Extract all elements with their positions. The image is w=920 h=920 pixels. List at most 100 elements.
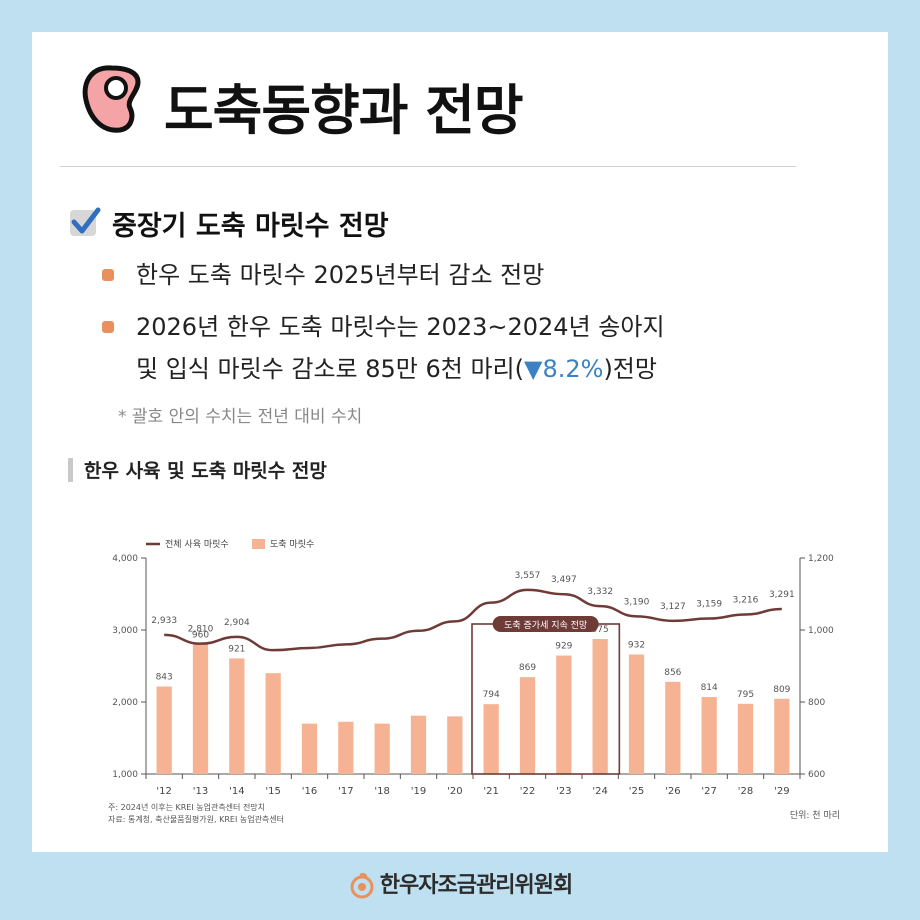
bar-data-label: 794 — [483, 690, 500, 700]
checkbox-icon — [70, 207, 101, 236]
highlight-label: 도축 증가세 지속 전망 — [504, 620, 587, 631]
x-tick-label: '20 — [447, 786, 462, 797]
legend-line-label: 전체 사육 마릿수 — [165, 538, 229, 550]
title-row: 도축동향과 전망 — [72, 60, 812, 150]
bar-data-label: 809 — [773, 685, 790, 695]
x-tick-label: '12 — [156, 786, 171, 797]
bar-data-label: 960 — [192, 630, 209, 640]
left-tick-label: 3,000 — [112, 626, 138, 636]
bullet-text-line1: 2026년 한우 도축 마릿수는 2023~2024년 송아지 — [136, 313, 665, 341]
footnote: 주: 2024년 이후는 KREI 농업관측센터 전망치 — [108, 802, 265, 812]
bar-data-label: 929 — [555, 642, 572, 652]
x-tick-label: '27 — [701, 786, 716, 797]
bar — [774, 698, 790, 774]
line-data-label: 3,557 — [515, 571, 541, 581]
x-tick-label: '23 — [556, 786, 571, 797]
line-data-label: 2,904 — [224, 618, 250, 628]
bullet-item: 2026년 한우 도축 마릿수는 2023~2024년 송아지 및 입식 마릿수… — [100, 306, 820, 390]
divider — [60, 166, 796, 167]
bar-data-label: 975 — [592, 625, 609, 635]
section-title: 중장기 도축 마릿수 전망 — [112, 211, 389, 242]
bar — [592, 639, 608, 774]
bar — [556, 655, 572, 774]
line-data-label: 2,933 — [151, 616, 177, 626]
bar — [374, 723, 390, 774]
x-tick-label: '16 — [302, 786, 317, 797]
x-tick-label: '18 — [374, 786, 389, 797]
line-data-label: 3,216 — [733, 595, 759, 605]
note: * 괄호 안의 수치는 전년 대비 수치 — [118, 407, 363, 427]
bar-data-label: 869 — [519, 663, 536, 673]
bullet-text-line2-pre: 및 입식 마릿수 감소로 85만 6천 마리( — [136, 355, 524, 383]
x-tick-label: '21 — [483, 786, 498, 797]
right-tick-label: 1,200 — [808, 554, 834, 564]
bar — [229, 658, 245, 774]
x-tick-label: '29 — [774, 786, 789, 797]
x-tick-label: '13 — [193, 786, 208, 797]
left-tick-label: 2,000 — [112, 698, 138, 708]
bullet-icon — [102, 269, 114, 281]
line-data-label: 3,291 — [769, 590, 795, 600]
line-data-label: 3,127 — [660, 602, 686, 612]
bar — [519, 677, 536, 774]
org-logo-icon — [350, 872, 374, 899]
right-tick-label: 800 — [808, 698, 825, 708]
line-data-label: 3,159 — [696, 600, 722, 610]
bar — [628, 654, 645, 774]
series-line — [164, 588, 782, 652]
left-tick-label: 1,000 — [112, 770, 138, 780]
bullet-item: 한우 도축 마릿수 2025년부터 감소 전망 — [100, 254, 820, 296]
chart-legend: 전체 사육 마릿수 도축 마릿수 — [146, 538, 314, 550]
page-title: 도축동향과 전망 — [164, 79, 524, 142]
bar — [410, 715, 427, 774]
bar-data-label: 921 — [228, 644, 245, 654]
bar — [192, 644, 209, 774]
line-data-label: 3,332 — [587, 587, 613, 597]
x-tick-label: '24 — [592, 786, 607, 797]
chart-heading-text: 한우 사육 및 도축 마릿수 전망 — [84, 460, 327, 482]
decrease-rate: ▼8.2% — [524, 355, 604, 383]
chart: 전체 사육 마릿수 도축 마릿수 1,000 2,000 3,000 4,000 600 8… — [108, 538, 840, 824]
line-data-label: 2,810 — [188, 625, 214, 635]
line-data-label: 3,190 — [624, 597, 650, 607]
bar — [265, 673, 281, 774]
footnote: 자료: 통계청, 축산물품질평가원, KREI 농업관측센터 — [108, 814, 284, 824]
section-header: 중장기 도축 마릿수 전망 — [70, 204, 770, 244]
line-data-label: 3,497 — [551, 575, 577, 585]
legend-bar-swatch — [252, 539, 265, 549]
heading-bar — [68, 458, 73, 482]
bar-data-label: 932 — [628, 640, 645, 650]
x-tick-label: '19 — [411, 786, 426, 797]
bullet-text-line2-post: )전망 — [603, 355, 657, 383]
right-tick-label: 600 — [808, 770, 825, 780]
x-tick-label: '25 — [629, 786, 644, 797]
highlight-pill — [492, 616, 599, 632]
x-tick-label: '14 — [229, 786, 244, 797]
bar — [156, 686, 172, 774]
bar — [483, 704, 499, 774]
bar — [701, 696, 717, 774]
legend-bar-label: 도축 마릿수 — [270, 538, 314, 550]
x-tick-label: '15 — [265, 786, 280, 797]
bullet-text: 한우 도축 마릿수 2025년부터 감소 전망 — [136, 261, 545, 289]
x-tick-label: '22 — [520, 786, 535, 797]
x-tick-label: '17 — [338, 786, 353, 797]
x-tick-label: '28 — [738, 786, 753, 797]
bar-data-label: 795 — [737, 690, 754, 700]
org-name: 한우자조금관리위원회 — [379, 873, 573, 898]
meat-icon — [82, 65, 141, 133]
bar-data-label: 814 — [701, 683, 718, 693]
bar-data-label: 843 — [156, 673, 173, 683]
bar — [447, 716, 463, 774]
bullet-icon — [102, 321, 114, 333]
bar — [301, 723, 318, 774]
bar — [737, 703, 754, 774]
unit-label: 단위: 천 마리 — [790, 810, 840, 821]
bullet-list: 한우 도축 마릿수 2025년부터 감소 전망 2026년 한우 도축 마릿수는… — [100, 254, 820, 400]
left-tick-label: 4,000 — [112, 554, 138, 564]
bar — [338, 721, 354, 774]
x-tick-label: '26 — [665, 786, 680, 797]
bar — [665, 681, 681, 774]
right-tick-label: 1,000 — [808, 626, 834, 636]
bar-data-label: 856 — [664, 668, 681, 678]
